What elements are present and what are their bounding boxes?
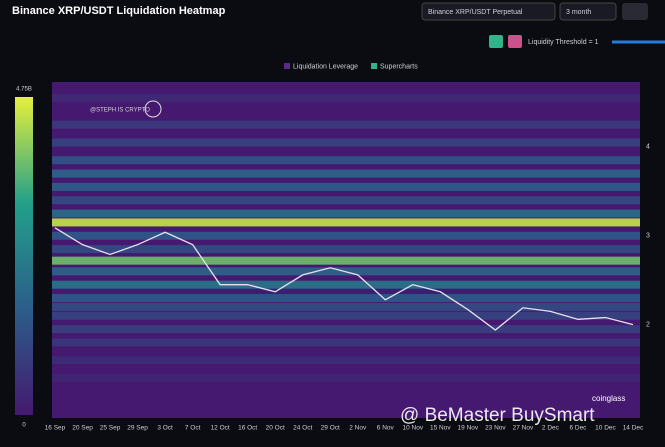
y-tick-label: 2 bbox=[646, 322, 650, 329]
x-tick-label: 29 Sep bbox=[127, 425, 148, 432]
legend-swatch bbox=[284, 63, 290, 69]
x-tick-label: 20 Sep bbox=[72, 425, 93, 432]
range-select[interactable] bbox=[559, 2, 617, 21]
x-tick-label: 24 Oct bbox=[293, 425, 312, 432]
x-tick-label: 3 Oct bbox=[157, 425, 173, 432]
heat-band bbox=[52, 338, 640, 347]
heat-band bbox=[52, 94, 640, 102]
heat-band bbox=[52, 231, 640, 240]
x-tick-label: 27 Nov bbox=[513, 425, 534, 432]
watermark: @STEPH IS CRYPTO bbox=[90, 108, 150, 114]
heat-band bbox=[52, 209, 640, 218]
heat-band bbox=[52, 245, 640, 254]
x-tick-label: 29 Oct bbox=[321, 425, 340, 432]
x-tick-label: 20 Oct bbox=[266, 425, 285, 432]
heat-band bbox=[52, 374, 640, 382]
colorbar bbox=[15, 97, 33, 415]
palette-a[interactable] bbox=[489, 35, 503, 48]
price-line bbox=[54, 227, 634, 331]
heat-band bbox=[52, 256, 640, 265]
heat-band bbox=[52, 169, 640, 178]
legend-swatch bbox=[371, 63, 377, 69]
range-label: 3 month bbox=[566, 9, 591, 16]
palette-b[interactable] bbox=[508, 35, 522, 48]
x-tick-label: 16 Sep bbox=[45, 425, 66, 432]
x-tick-label: 6 Nov bbox=[377, 425, 395, 432]
x-tick-label: 16 Oct bbox=[238, 425, 257, 432]
x-tick-label: 6 Dec bbox=[569, 425, 587, 432]
heat-band bbox=[52, 196, 640, 205]
x-tick-label: 7 Oct bbox=[185, 425, 201, 432]
heat-band bbox=[52, 138, 640, 147]
legend-label: Liquidation Leverage bbox=[293, 63, 358, 70]
exchange-select[interactable] bbox=[421, 2, 556, 21]
threshold-label: Liquidity Threshold = 1 bbox=[528, 39, 599, 46]
x-tick-label: 19 Nov bbox=[458, 425, 479, 432]
legend-label: Supercharts bbox=[380, 63, 418, 70]
heat-band bbox=[52, 156, 640, 165]
refresh-button[interactable] bbox=[622, 3, 648, 20]
colorbar-label: 4.75B bbox=[16, 87, 32, 93]
heat-band bbox=[52, 302, 640, 311]
brand: coinglass bbox=[592, 394, 625, 403]
x-tick-label: 14 Dec bbox=[623, 425, 644, 432]
heat-band bbox=[52, 356, 640, 365]
x-tick-label: 15 Nov bbox=[430, 425, 451, 432]
y-tick-label: 4 bbox=[646, 144, 650, 151]
heat-band bbox=[52, 294, 640, 302]
x-tick-label: 23 Nov bbox=[485, 425, 506, 432]
colorbar-label: 0 bbox=[22, 423, 26, 429]
heat-band bbox=[52, 218, 640, 227]
heat-band bbox=[52, 325, 640, 334]
x-tick-label: 12 Oct bbox=[211, 425, 230, 432]
exchange-label: Binance XRP/USDT Perpetual bbox=[428, 9, 523, 16]
overlay-watermark: @ BeMaster BuySmart bbox=[400, 405, 595, 426]
heat-band bbox=[52, 120, 640, 129]
heat-band bbox=[52, 182, 640, 191]
x-tick-label: 10 Dec bbox=[595, 425, 616, 432]
heat-band bbox=[52, 311, 640, 320]
x-tick-label: 2 Dec bbox=[542, 425, 560, 432]
watermark-icon bbox=[144, 100, 162, 118]
chart-title: Binance XRP/USDT Liquidation Heatmap bbox=[12, 5, 226, 17]
x-tick-label: 25 Sep bbox=[100, 425, 121, 432]
x-tick-label: 2 Nov bbox=[349, 425, 367, 432]
y-tick-label: 3 bbox=[646, 233, 650, 240]
x-tick-label: 10 Nov bbox=[403, 425, 424, 432]
heat-band bbox=[52, 280, 640, 289]
